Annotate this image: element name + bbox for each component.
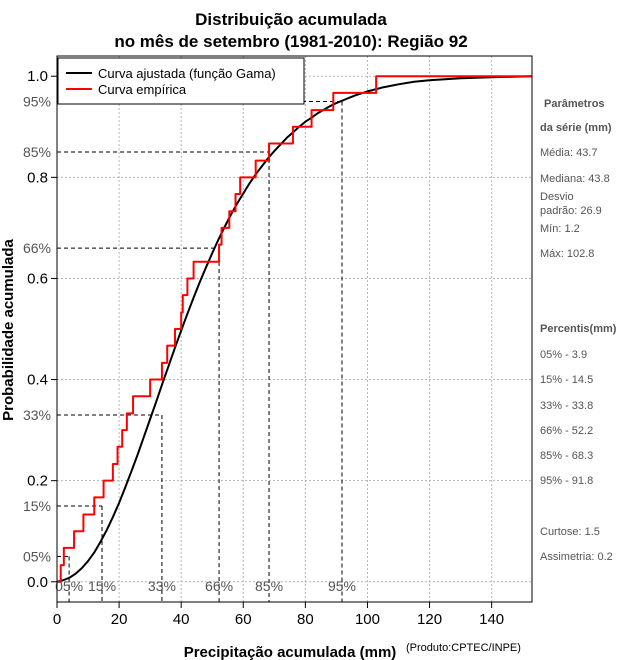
stat-curtose: Curtose: 1.5 bbox=[540, 526, 600, 538]
percentile-85: 85% - 68.3 bbox=[540, 450, 593, 462]
stat-assimetria: Assimetria: 0.2 bbox=[540, 551, 613, 563]
legend-label-empirical: Curva empírica bbox=[98, 82, 187, 97]
series-fitted-gamma bbox=[56, 75, 533, 583]
x-tick-label: 0 bbox=[53, 611, 61, 628]
plot-frame bbox=[56, 55, 533, 603]
percentile-95: 95% - 91.8 bbox=[540, 475, 593, 487]
chart-title-line-2: no mês de setembro (1981-2010): Região 9… bbox=[114, 32, 467, 51]
y-tick-label: 0.0 bbox=[27, 574, 48, 591]
x-tick-label: 120 bbox=[417, 611, 442, 628]
x-tick-label: 60 bbox=[235, 611, 252, 628]
legend: Curva ajustada (função Gama) Curva empír… bbox=[57, 57, 305, 105]
y-tick-label: 1.0 bbox=[27, 68, 48, 85]
x-tick-label: 100 bbox=[355, 611, 380, 628]
percentile-x-label: 85% bbox=[255, 578, 283, 594]
percentile-y-label: 95% bbox=[23, 94, 51, 110]
axes: 05%05% 15% 15% 33% 33% 66% 66% 85% 85% 95% 95% 0 20 4… bbox=[23, 55, 533, 628]
stat-min: Mín: 1.2 bbox=[540, 223, 580, 235]
legend-box bbox=[57, 57, 305, 105]
stat-media: Média: 43.7 bbox=[540, 147, 597, 159]
percentile-y-label: 05% bbox=[23, 549, 51, 565]
y-axis-label: Probabilidade acumulada bbox=[0, 238, 17, 420]
percentile-66: 66% - 52.2 bbox=[540, 425, 593, 437]
stat-desvio-2: padrão: 26.9 bbox=[540, 205, 602, 217]
x-tick-label: 80 bbox=[297, 611, 314, 628]
y-tick-label: 0.8 bbox=[27, 169, 48, 186]
percentile-x-label: 95% bbox=[328, 578, 356, 594]
percentile-05: 05% - 3.9 bbox=[540, 349, 587, 361]
x-tick-label: 20 bbox=[111, 611, 128, 628]
y-tick-label: 0.2 bbox=[27, 473, 48, 490]
x-tick-label: 140 bbox=[479, 611, 504, 628]
side-panel: Parâmetros da série (mm) Média: 43.7 Med… bbox=[540, 98, 617, 563]
stat-max: Máx: 102.8 bbox=[540, 248, 594, 260]
percentile-33: 33% - 33.8 bbox=[540, 400, 593, 412]
percentile-15: 15% - 14.5 bbox=[540, 374, 593, 386]
percentile-y-label: 66% bbox=[23, 240, 51, 256]
params-title-1: Parâmetros bbox=[544, 98, 605, 110]
percentile-x-label: 15% bbox=[88, 578, 116, 594]
percentile-y-label: 15% bbox=[23, 498, 51, 514]
chart-title-line-1: Distribuição acumulada bbox=[195, 10, 387, 29]
y-tick-label: 0.4 bbox=[27, 372, 48, 389]
params-title-2: da série (mm) bbox=[540, 122, 612, 134]
percentis-title: Percentis(mm) bbox=[540, 323, 617, 335]
percentile-x-label: 33% bbox=[148, 578, 176, 594]
series-lines bbox=[56, 75, 533, 583]
stat-desvio-1: Desvio bbox=[540, 191, 574, 203]
stat-mediana: Mediana: 43.8 bbox=[540, 173, 610, 185]
x-axis-note: (Produto:CPTEC/INPE) bbox=[406, 642, 521, 654]
percentile-x-label: 66% bbox=[205, 578, 233, 594]
percentile-x-label: 05% bbox=[55, 578, 83, 594]
legend-label-fitted: Curva ajustada (função Gama) bbox=[98, 66, 276, 81]
x-tick-label: 40 bbox=[173, 611, 190, 628]
y-tick-label: 0.6 bbox=[27, 270, 48, 287]
percentile-y-label: 33% bbox=[23, 407, 51, 423]
percentile-y-label: 85% bbox=[23, 144, 51, 160]
x-axis-label: Precipitação acumulada (mm) bbox=[184, 644, 397, 660]
series-empirical bbox=[57, 75, 532, 583]
